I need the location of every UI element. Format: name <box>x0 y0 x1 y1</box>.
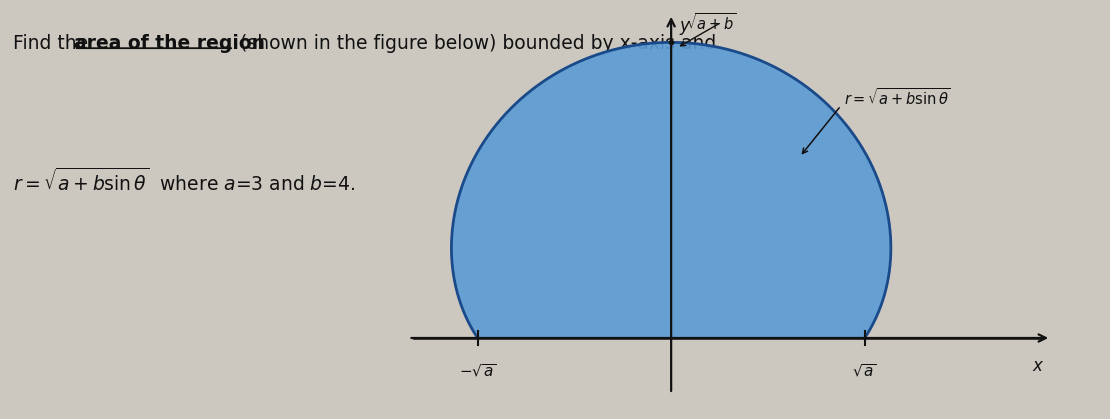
Text: (shown in the figure below) bounded by x-axis and: (shown in the figure below) bounded by x… <box>234 34 716 52</box>
Text: Find the: Find the <box>12 34 93 52</box>
Text: $\sqrt{a+b}$: $\sqrt{a+b}$ <box>686 13 736 34</box>
Text: x: x <box>1032 357 1042 375</box>
Text: $\sqrt{a}$: $\sqrt{a}$ <box>852 362 877 380</box>
Polygon shape <box>452 42 891 338</box>
Text: $-\sqrt{a}$: $-\sqrt{a}$ <box>458 362 496 380</box>
Text: $r = \sqrt{a + b\sin\theta}$: $r = \sqrt{a + b\sin\theta}$ <box>845 87 951 108</box>
Text: area of the region: area of the region <box>73 34 265 52</box>
Text: $r = \sqrt{a + b\sin\theta}$  where $a$=3 and $b$=4.: $r = \sqrt{a + b\sin\theta}$ where $a$=3… <box>12 168 355 195</box>
Text: y: y <box>679 17 689 35</box>
